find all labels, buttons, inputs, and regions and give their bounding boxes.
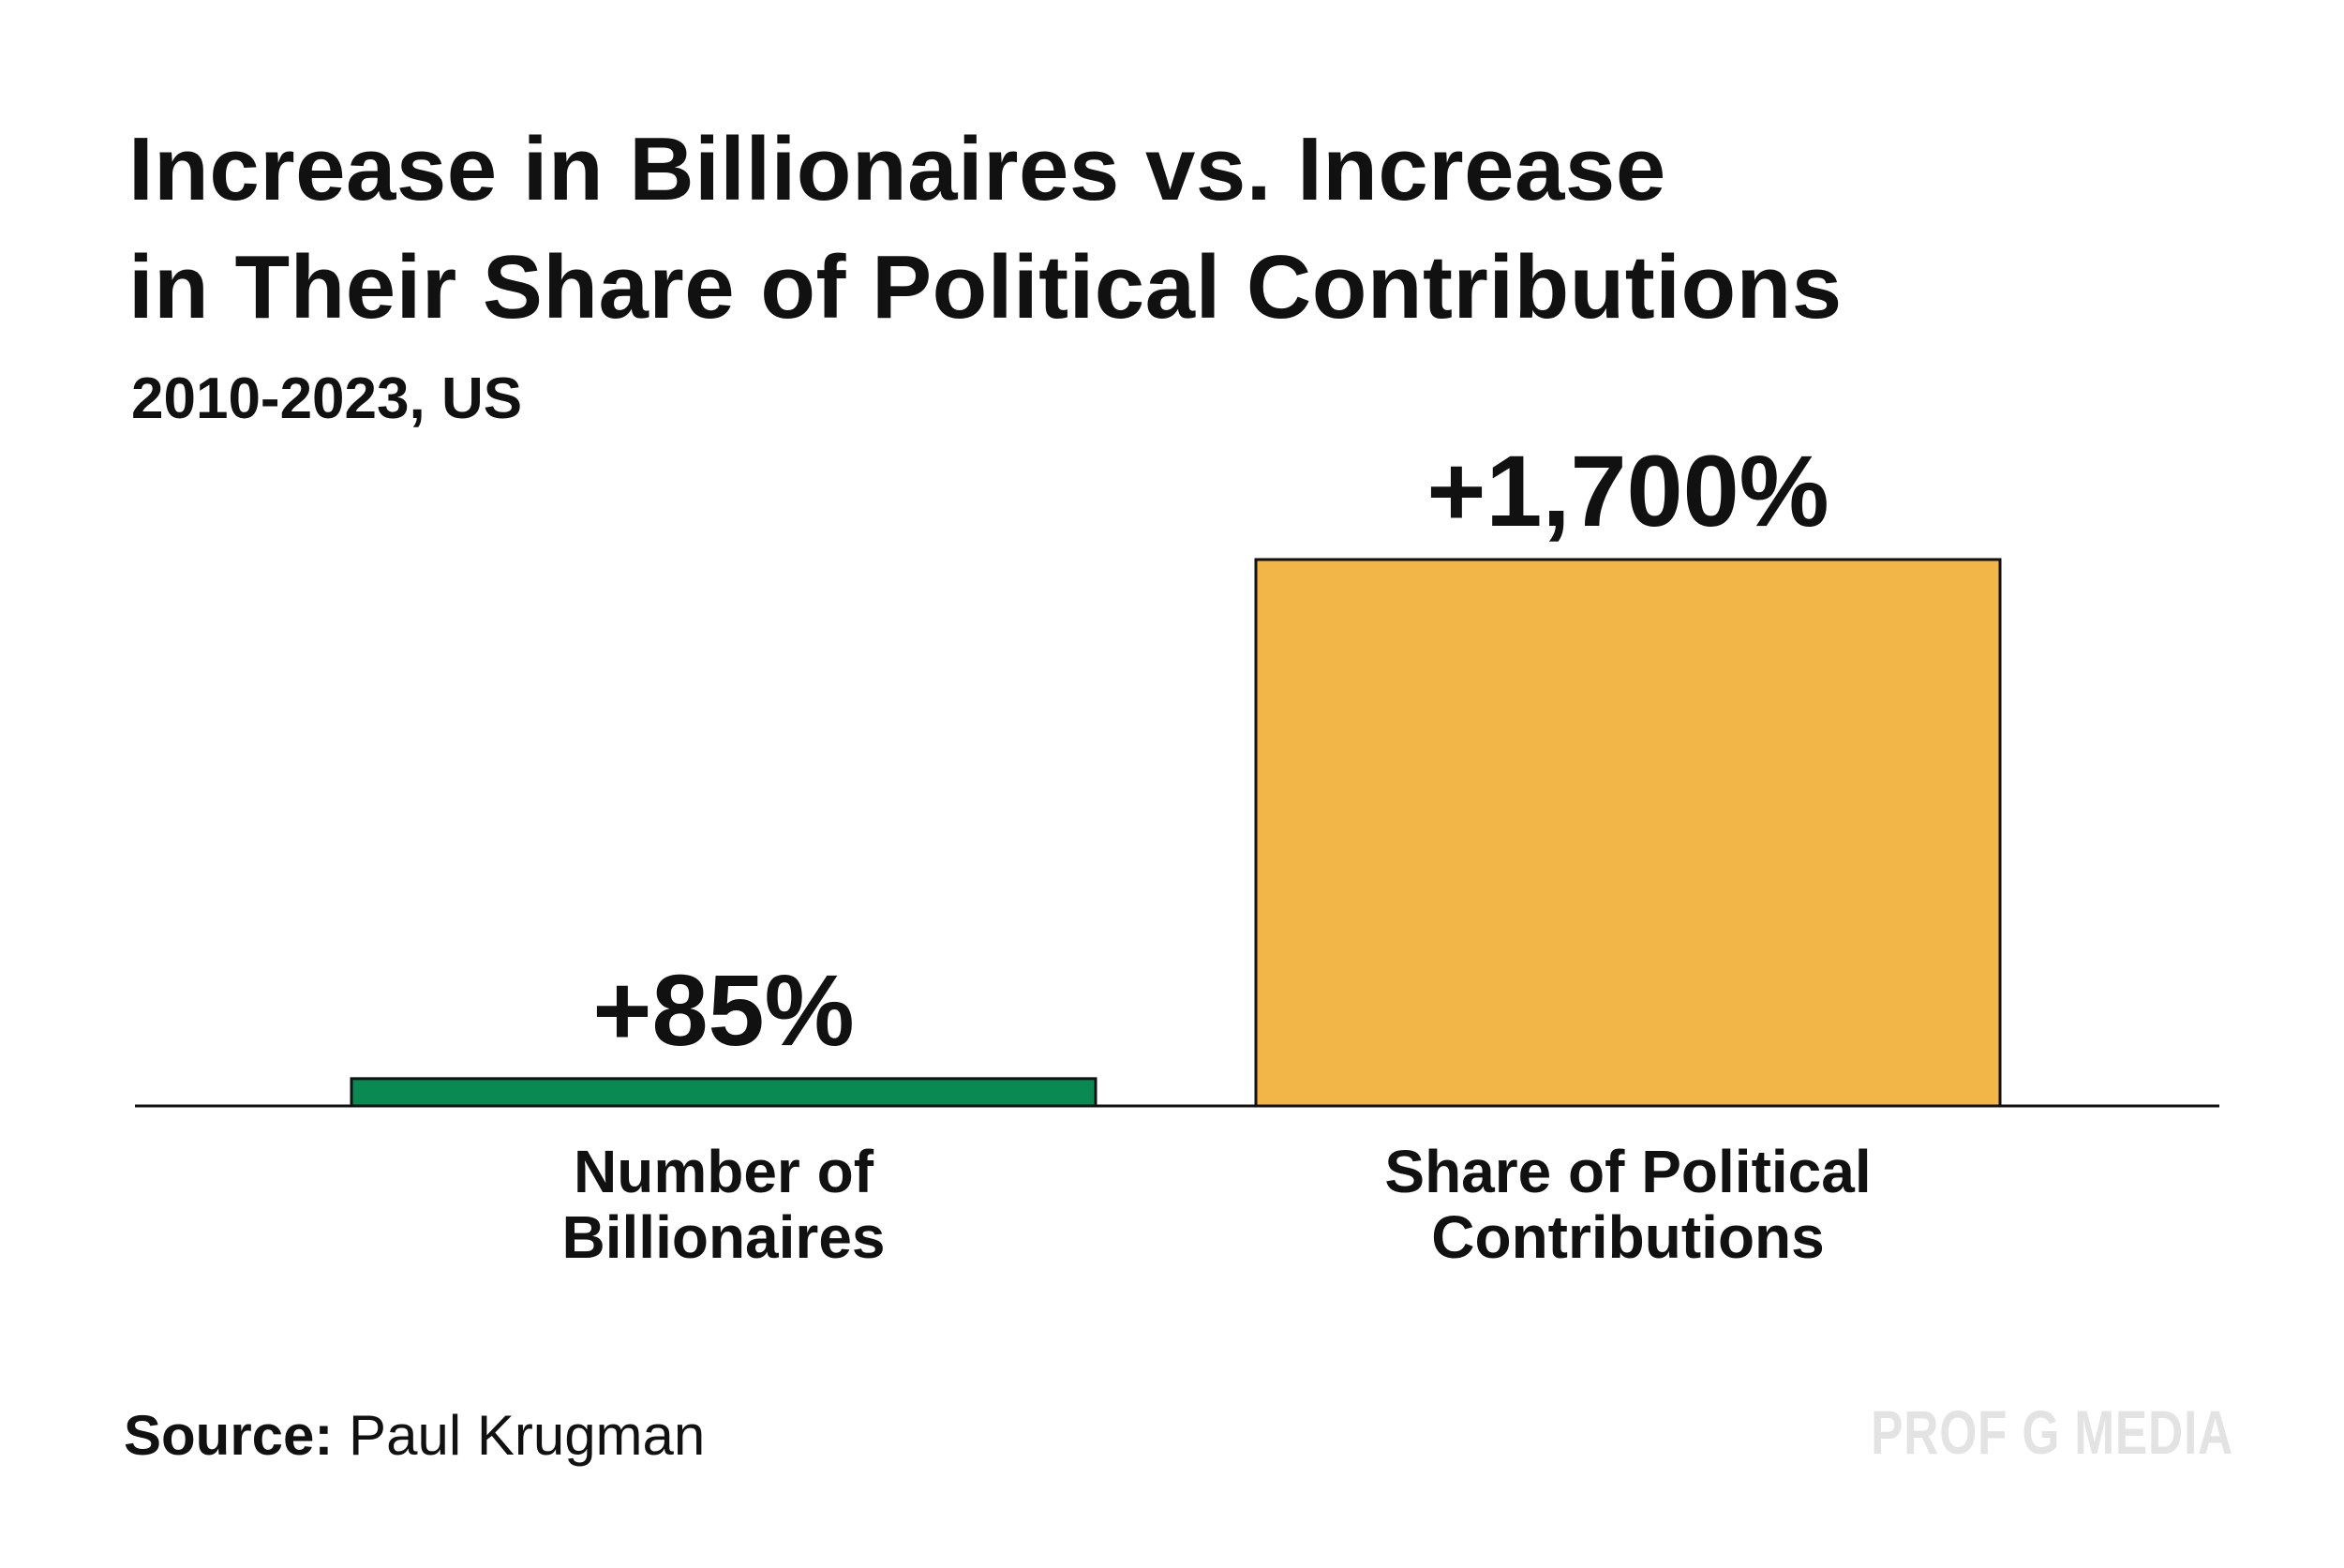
category-label-1-line-0: Share of Political <box>1384 1138 1871 1205</box>
brand-watermark: PROF G MEDIA <box>1871 1397 2233 1467</box>
chart-title: Increase in Billionaires vs. Increase in… <box>128 111 1843 347</box>
bar-1 <box>1254 558 2002 1108</box>
data-label-1: +1,700% <box>1426 434 1829 547</box>
source-note: Source: Paul Krugman <box>124 1402 705 1470</box>
category-label-1-line-1: Contributions <box>1431 1203 1824 1271</box>
chart-subtitle: 2010-2023, US <box>131 366 523 431</box>
source-label: Source: <box>124 1404 334 1467</box>
category-label-0-line-0: Number of <box>574 1138 874 1205</box>
source-text: Paul Krugman <box>333 1404 706 1467</box>
data-label-0: +85% <box>592 953 854 1067</box>
chart-title-line-2: in Their Share of Political Contribution… <box>128 237 1843 337</box>
category-label-0-line-1: Billionaires <box>562 1203 886 1271</box>
bar-0 <box>350 1077 1097 1108</box>
chart-title-line-1: Increase in Billionaires vs. Increase <box>128 119 1666 219</box>
